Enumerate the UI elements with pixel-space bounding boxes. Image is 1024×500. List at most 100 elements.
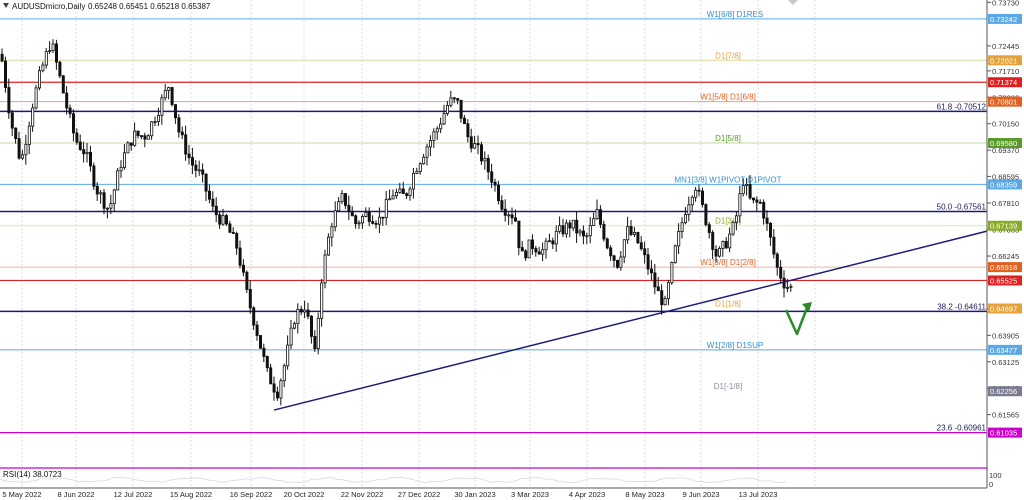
candle-body	[129, 142, 133, 146]
level-label: MN1[3/8] W1PIVOT D1PIVOT	[675, 175, 782, 184]
candle-body	[269, 367, 273, 385]
price-tick-label: 0.72445	[992, 42, 1019, 51]
candle-body	[48, 50, 52, 53]
candle-body	[340, 193, 344, 202]
candle-body	[333, 210, 337, 228]
candle-body	[554, 230, 558, 245]
candlesticks	[0, 39, 793, 406]
price-tick-label: 0.63125	[992, 358, 1019, 367]
scroll-marker-icon	[788, 0, 798, 5]
candle-body	[656, 286, 660, 292]
candle-body	[116, 170, 120, 191]
candle-body	[677, 231, 681, 247]
price-tick-label: 0.71710	[992, 67, 1019, 76]
price-badge	[988, 303, 1022, 314]
candle-body	[479, 144, 483, 162]
chart-header: AUDUSDmicro,Daily 0.65248 0.65451 0.6521…	[3, 2, 211, 11]
candle-body	[758, 201, 762, 204]
candle-body	[588, 225, 592, 237]
candle-body	[133, 130, 137, 146]
candle-body	[0, 53, 4, 62]
candle-body	[350, 211, 354, 217]
price-badge	[988, 427, 1022, 438]
candle-body	[466, 123, 470, 138]
candle-body	[330, 226, 334, 238]
candle-body	[364, 211, 368, 217]
price-badge-label: 0.65918	[990, 263, 1017, 272]
candle-body	[167, 87, 171, 91]
candle-body	[85, 151, 89, 155]
candle-body	[245, 271, 249, 290]
candle-body	[136, 130, 140, 137]
candle-body	[303, 309, 307, 313]
candle-body	[534, 248, 538, 253]
candle-body	[228, 223, 232, 233]
candle-body	[493, 181, 497, 186]
candle-body	[503, 208, 507, 216]
candle-body	[660, 290, 664, 306]
candle-body	[394, 191, 398, 197]
candle-body	[187, 153, 191, 159]
arrow-head-icon	[802, 302, 812, 312]
candle-body	[326, 236, 330, 256]
candle-body	[384, 199, 388, 218]
candle-body	[531, 239, 535, 249]
candle-body	[595, 209, 599, 220]
candle-body	[731, 221, 735, 235]
price-badge-label: 0.69580	[990, 139, 1017, 148]
candle-body	[745, 184, 749, 187]
candle-body	[286, 344, 290, 367]
candle-body	[592, 218, 596, 226]
candle-body	[769, 222, 773, 238]
candle-body	[95, 185, 99, 195]
candle-body	[779, 266, 783, 279]
candle-body	[561, 225, 565, 235]
candle-body	[27, 125, 31, 145]
candle-body	[153, 121, 157, 123]
candle-body	[711, 232, 715, 250]
ohlc-values: 0.65248 0.65451 0.65218 0.65387	[88, 2, 211, 11]
level-label: 50.0 -0.67561	[937, 202, 987, 211]
date-tick-label: 30 Jan 2023	[454, 490, 495, 499]
candle-body	[483, 158, 487, 162]
candle-body	[204, 173, 208, 192]
candle-body	[435, 128, 439, 133]
vertical-grid	[21, 0, 816, 488]
candle-body	[411, 172, 415, 190]
candle-body	[357, 222, 361, 225]
price-tick-label: 0.66245	[992, 252, 1019, 261]
candle-body	[721, 240, 725, 249]
candle-body	[626, 226, 630, 241]
candle-body	[663, 298, 667, 306]
candle-body	[476, 143, 480, 146]
level-lines: W1[6/8] D1RES D1[7/8] W1[5/8] D1[6/8] 61.8 …	[0, 10, 987, 434]
candle-body	[184, 134, 188, 155]
level-label: 38.2 -0.64611	[937, 302, 986, 311]
candle-body	[548, 240, 552, 243]
candle-body	[194, 164, 198, 171]
candle-body	[445, 104, 449, 114]
price-badge-label: 0.64697	[990, 305, 1017, 314]
candle-body	[190, 157, 194, 166]
price-badge-label: 0.62256	[990, 387, 1017, 396]
candle-body	[92, 165, 96, 187]
candle-body	[514, 217, 518, 222]
price-tick-label: 0.61565	[992, 411, 1019, 420]
candle-body	[500, 200, 504, 210]
candle-body	[673, 245, 677, 263]
price-tick-label: 0.70150	[992, 120, 1019, 129]
collapse-arrow-icon[interactable]	[3, 3, 9, 8]
candle-body	[248, 289, 252, 309]
price-badge	[988, 220, 1022, 231]
candle-body	[106, 207, 110, 210]
candle-body	[752, 197, 756, 201]
price-badge	[988, 77, 1022, 88]
candle-body	[102, 192, 106, 209]
candle-body	[462, 117, 466, 125]
candle-body	[636, 232, 640, 244]
candle-body	[309, 315, 313, 337]
candle-body	[289, 327, 293, 346]
candle-body	[112, 189, 116, 204]
candle-body	[565, 222, 569, 235]
